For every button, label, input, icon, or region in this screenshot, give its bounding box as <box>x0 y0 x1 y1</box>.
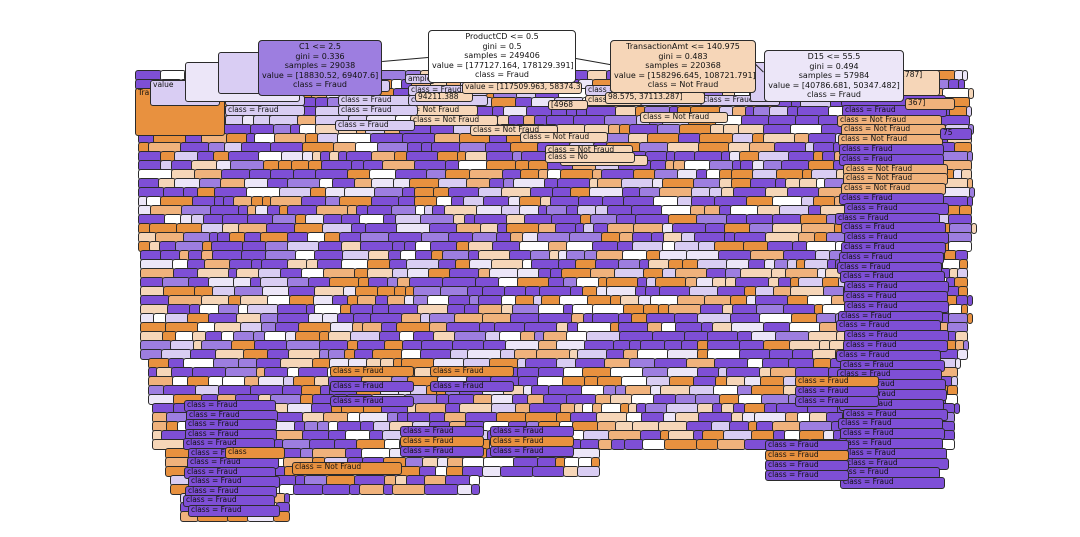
node-line: value = [177127.164, 178129.391] <box>432 60 574 70</box>
tree-node <box>971 223 977 234</box>
tree-node <box>696 439 719 450</box>
node-line: ProductCD <= 0.5 <box>465 32 539 41</box>
tree-node-c1: C1 <= 2.5 gini = 0.336 samples = 29038 v… <box>258 40 382 96</box>
node-line: TransactionAmt <= 140.975 <box>626 42 740 51</box>
tree-node <box>322 484 351 495</box>
tree-node-partial: value = [117509.963, 58374.309] <box>462 82 582 94</box>
node-line: samples = 29038 <box>284 61 356 70</box>
tree-node <box>717 439 746 450</box>
tree-node <box>967 313 973 324</box>
tree-node-d15: D15 <= 55.5 gini = 0.494 samples = 57984… <box>764 50 904 102</box>
tree-node-root: ProductCD <= 0.5 gini = 0.5 samples = 24… <box>428 30 576 83</box>
tree-node-label: class = Fraud <box>765 470 849 481</box>
tree-node-partial: 98.575, 37113.287] <box>605 92 705 104</box>
edge-root-right <box>575 58 610 65</box>
node-line: samples = 220368 <box>645 61 721 70</box>
node-line: class = Fraud <box>474 70 529 79</box>
tree-node-partial: [4968 <box>548 100 588 110</box>
tree-node <box>424 484 459 495</box>
tree-node-label: class = Fraud <box>335 120 415 131</box>
tree-node-label: class = Fraud <box>188 504 280 517</box>
node-line: value = [158296.645, 108721.791] <box>614 70 756 80</box>
node-line: class = Not Fraud <box>647 80 719 89</box>
node-line: gini = 0.494 <box>809 61 859 71</box>
tree-node-label: class = Fraud <box>330 366 414 377</box>
tree-node <box>577 466 600 477</box>
node-line: gini = 0.336 <box>295 51 345 61</box>
tree-node-transactionamt: TransactionAmt <= 140.975 gini = 0.483 s… <box>610 40 756 93</box>
tree-node <box>962 70 968 81</box>
tree-node <box>471 484 480 495</box>
node-line: samples = 249406 <box>464 51 540 60</box>
tree-node-label: class = Not Fraud <box>520 132 608 143</box>
tree-node-partial: class = No <box>545 152 635 163</box>
tree-node-label: class = Fraud <box>840 477 945 490</box>
tree-node <box>500 466 534 477</box>
tree-node-label: class = Fraud <box>225 105 305 116</box>
node-line: gini = 0.5 <box>482 41 522 51</box>
tree-node <box>967 295 973 306</box>
tree-node-label: class = Not Fraud <box>292 462 402 475</box>
node-line: gini = 0.483 <box>658 51 708 61</box>
tree-node-label: class = Fraud <box>400 446 484 457</box>
tree-node-label: class = Fraud <box>338 105 418 116</box>
node-line: C1 <= 2.5 <box>299 42 341 51</box>
tree-node-label: class = Fraud <box>330 381 414 392</box>
tree-node <box>359 484 385 495</box>
tree-node-label: class = Not Fraud <box>640 112 728 123</box>
tree-node-label: class = Fraud <box>490 446 574 457</box>
tree-node-partial: 367] <box>905 98 955 110</box>
tree-node <box>954 403 960 414</box>
node-line: value = [40786.681, 50347.482] <box>768 80 900 90</box>
tree-node-label: class = Fraud <box>430 366 514 377</box>
node-line: class = Fraud <box>292 80 347 89</box>
tree-node <box>293 484 324 495</box>
tree-node <box>532 466 565 477</box>
tree-node <box>968 88 974 99</box>
tree-node <box>482 466 502 477</box>
tree-node-label: class <box>225 447 285 459</box>
node-line: samples = 57984 <box>798 71 870 80</box>
tree-node-label: class = Fraud <box>430 381 514 392</box>
node-line: class = Fraud <box>806 90 861 99</box>
tree-node <box>392 484 426 495</box>
tree-node-label: class = Fraud <box>330 396 414 407</box>
node-line: value = [18830.52, 69407.6] <box>262 70 379 80</box>
node-line: D15 <= 55.5 <box>807 52 861 61</box>
tree-node-partial: 75 <box>940 128 972 140</box>
tree-node <box>642 439 666 450</box>
edge-root-left <box>381 57 428 62</box>
tree-node-label: class = Fraud <box>795 396 879 407</box>
tree-node <box>664 439 698 450</box>
tree-node <box>624 439 644 450</box>
